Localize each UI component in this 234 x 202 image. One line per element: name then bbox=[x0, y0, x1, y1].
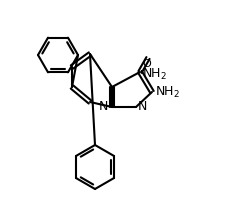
Text: NH$_2$: NH$_2$ bbox=[142, 66, 167, 82]
Text: N: N bbox=[99, 101, 108, 114]
Text: NH$_2$: NH$_2$ bbox=[155, 84, 180, 100]
Text: N: N bbox=[138, 101, 147, 114]
Text: O: O bbox=[142, 59, 151, 69]
